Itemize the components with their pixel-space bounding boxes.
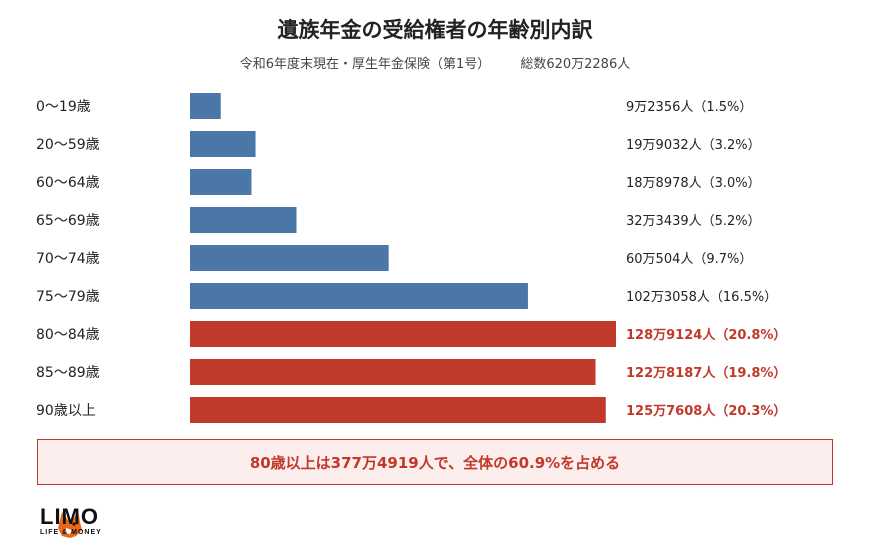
subtitle-scope: 令和6年度末現在・厚生年金保険（第1号） [239,57,491,72]
data-label: 19万9032人（3.2%） [626,138,761,153]
bar [190,207,297,233]
category-label: 65〜69歳 [36,213,100,229]
bar [190,397,606,423]
logo: LIMO LIFE & MONEY [40,506,102,538]
summary-text: 80歳以上は377万4919人で、全体の60.9%を占める [249,453,621,472]
logo-sub: LIFE & MONEY [40,529,102,536]
bar [190,359,596,385]
bar [190,245,389,271]
data-label: 102万3058人（16.5%） [626,290,777,305]
data-label: 125万7608人（20.3%） [626,403,786,419]
category-label: 20〜59歳 [36,137,100,153]
bar [190,131,256,157]
bar [190,283,528,309]
chart-title: 遺族年金の受給権者の年齢別内訳 [277,18,593,42]
category-label: 60〜64歳 [36,175,100,191]
bar [190,93,221,119]
category-label: 75〜79歳 [36,289,100,305]
bar-chart: 0〜19歳 9万2356人（1.5%） 20〜59歳 19万9032人（3.2%） 60… [36,93,786,423]
bar [190,321,616,347]
data-label: 18万8978人（3.0%） [626,176,761,191]
category-label: 0〜19歳 [36,99,91,115]
chart-subtitle: 令和6年度末現在・厚生年金保険（第1号） 総数620万2286人 [0,53,870,72]
category-label: 80〜84歳 [36,327,100,343]
summary-callout: 80歳以上は377万4919人で、全体の60.9%を占める [37,439,833,485]
data-label: 122万8187人（19.8%） [626,365,786,381]
logo-main: LIMO [40,504,99,529]
category-label: 70〜74歳 [36,251,100,267]
data-label: 128万9124人（20.8%） [626,327,786,343]
data-label: 32万3439人（5.2%） [626,214,761,229]
data-label: 9万2356人（1.5%） [626,100,752,115]
bar [190,169,252,195]
data-label: 60万504人（9.7%） [626,252,752,267]
subtitle-total: 総数620万2286人 [520,57,631,72]
fox-icon [58,510,82,538]
category-label: 90歳以上 [36,403,96,419]
category-label: 85〜89歳 [36,365,100,381]
